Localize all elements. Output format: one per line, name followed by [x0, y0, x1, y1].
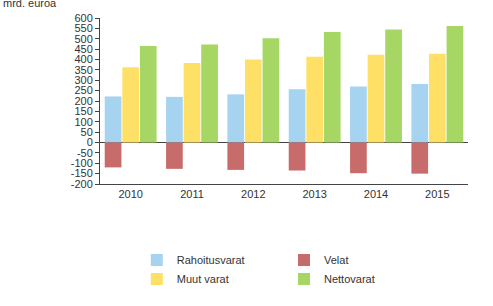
svg-text:300: 300 [74, 74, 92, 86]
svg-text:2014: 2014 [364, 188, 388, 200]
svg-text:Muut varat: Muut varat [177, 273, 229, 285]
svg-text:2013: 2013 [302, 188, 326, 200]
svg-text:400: 400 [74, 53, 92, 65]
svg-text:200: 200 [74, 95, 92, 107]
svg-text:-100: -100 [71, 157, 93, 169]
svg-text:Nettovarat: Nettovarat [324, 273, 375, 285]
svg-text:150: 150 [74, 105, 92, 117]
svg-text:450: 450 [74, 43, 92, 55]
svg-text:Velat: Velat [324, 254, 348, 266]
svg-text:Rahoitusvarat: Rahoitusvarat [177, 254, 245, 266]
svg-text:-50: -50 [77, 147, 93, 159]
svg-text:250: 250 [74, 84, 92, 96]
svg-text:2012: 2012 [241, 188, 265, 200]
svg-text:2011: 2011 [180, 188, 204, 200]
svg-text:550: 550 [74, 22, 92, 34]
svg-text:-200: -200 [71, 178, 93, 190]
svg-text:100: 100 [74, 116, 92, 128]
svg-text:2010: 2010 [118, 188, 142, 200]
svg-text:500: 500 [74, 33, 92, 45]
svg-text:-150: -150 [71, 167, 93, 179]
svg-text:350: 350 [74, 64, 92, 76]
svg-text:50: 50 [81, 126, 93, 138]
svg-text:600: 600 [74, 12, 92, 24]
svg-text:2015: 2015 [425, 188, 449, 200]
svg-text:mrd. euroa: mrd. euroa [3, 0, 57, 9]
svg-text:0: 0 [87, 136, 93, 148]
